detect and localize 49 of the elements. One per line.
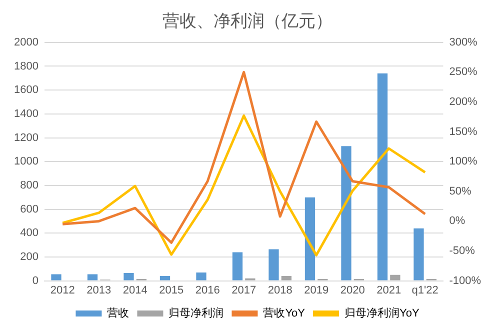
x-tick-label: 2013 <box>86 284 112 296</box>
y2-tick-label: -50% <box>449 245 476 258</box>
bar <box>281 276 292 280</box>
y2-tick-label: 150% <box>449 126 478 138</box>
bar <box>377 73 388 280</box>
x-tick-label: 2021 <box>376 284 402 296</box>
y-tick-label: 1400 <box>14 108 38 120</box>
y2-tick-label: 50% <box>449 185 472 198</box>
y2-tick-label: 250% <box>449 66 478 78</box>
bar <box>341 146 352 280</box>
bar <box>160 276 170 280</box>
x-tick-label: 2019 <box>304 284 329 296</box>
y2-tick-label: 0% <box>449 215 466 228</box>
x-tick-label: 2020 <box>340 284 365 296</box>
legend-label: 营收YoY <box>263 306 306 320</box>
bar <box>268 249 279 280</box>
y2-tick-label: 100% <box>449 156 478 168</box>
y-tick-label: 2000 <box>14 36 38 48</box>
y2-tick-label: 200% <box>449 96 478 108</box>
bar <box>87 274 98 280</box>
bar <box>414 228 424 280</box>
bar <box>196 272 206 280</box>
x-tick-label: 2018 <box>268 284 292 296</box>
y-tick-label: 800 <box>20 179 38 192</box>
bar <box>390 274 400 280</box>
y-tick-label: 200 <box>20 250 38 263</box>
legend-label: 营收 <box>107 306 130 320</box>
x-tick-label: 2017 <box>232 284 256 296</box>
bar <box>304 197 316 280</box>
y-tick-label: 0 <box>32 274 38 287</box>
chart-title: 营收、净利润（亿元） <box>162 12 332 32</box>
y-tick-label: 600 <box>20 203 38 216</box>
x-tick-label: 2016 <box>195 284 220 296</box>
y-tick-label: 1200 <box>14 132 38 144</box>
bar <box>51 274 62 280</box>
x-tick-label: q1'22 <box>412 284 438 296</box>
x-tick-label: 2014 <box>122 284 148 296</box>
y-tick-label: 400 <box>20 227 38 240</box>
y2-tick-label: -100% <box>449 274 482 287</box>
y-tick-label: 1600 <box>14 84 38 96</box>
y2-tick-label: 300% <box>449 36 478 48</box>
legend-label: 归母净利润YoY <box>344 306 420 320</box>
y-tick-label: 1800 <box>14 60 38 72</box>
y-tick-label: 1000 <box>14 156 38 168</box>
bar <box>124 273 134 280</box>
x-tick-label: 2012 <box>50 284 75 296</box>
x-tick-label: 2015 <box>159 284 184 296</box>
bar <box>232 252 243 280</box>
legend-label: 归母净利润 <box>168 306 224 320</box>
